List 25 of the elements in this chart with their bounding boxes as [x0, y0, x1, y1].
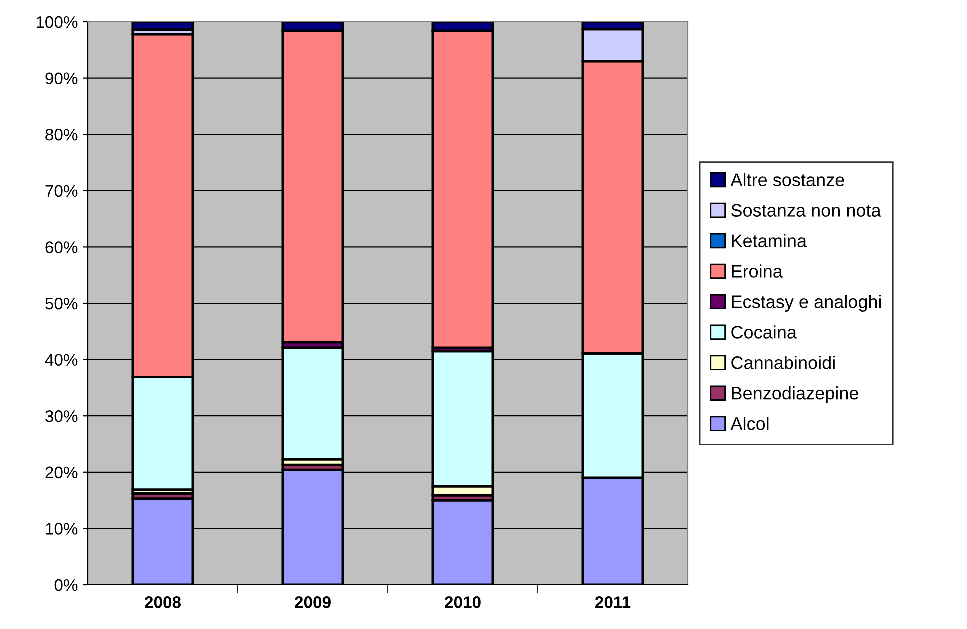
- legend-label: Altre sostanze: [730, 173, 844, 187]
- legend-label: Benzodiazepine: [732, 386, 858, 404]
- legend-label: Cocaina: [732, 326, 797, 339]
- y-tick-label: 100%: [36, 16, 78, 28]
- x-tick-label: 2008: [145, 596, 182, 608]
- legend-label: Alcol: [730, 417, 769, 430]
- x-tick-label: 2011: [596, 596, 631, 608]
- y-tick-label: 30%: [46, 410, 78, 422]
- legend-label: Eroina: [732, 264, 783, 278]
- bar: [132, 22, 194, 32]
- y-tick-label: 50%: [46, 298, 78, 310]
- legend-label: Sostanza non nota: [732, 204, 882, 217]
- x-tick-label: 2009: [295, 596, 331, 608]
- y-tick-label: 10%: [46, 523, 78, 535]
- y-tick-label: 20%: [46, 466, 78, 479]
- y-tick-label: 40%: [45, 354, 78, 366]
- y-tick-label: 70%: [46, 185, 78, 198]
- y-tick-label: 90%: [46, 72, 78, 85]
- x-tick-label: 2010: [445, 596, 481, 608]
- y-tick-label: 80%: [46, 129, 78, 141]
- legend-label: Cannabinoidi: [732, 356, 835, 370]
- legend-label: Ecstasy e analoghi: [732, 295, 882, 312]
- y-tick-label: 60%: [46, 242, 78, 254]
- legend-label: Ketamina: [732, 234, 807, 248]
- y-tick-label: 0%: [54, 579, 78, 592]
